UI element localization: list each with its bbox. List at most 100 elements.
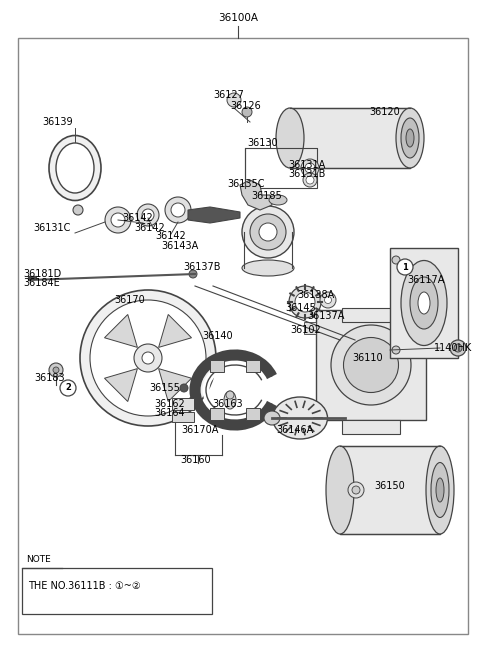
Circle shape [142, 352, 154, 364]
Ellipse shape [250, 214, 286, 250]
Circle shape [305, 163, 315, 173]
Circle shape [60, 380, 76, 396]
Ellipse shape [320, 292, 336, 308]
Text: 36135C: 36135C [227, 179, 265, 189]
Ellipse shape [410, 277, 438, 329]
Circle shape [80, 290, 216, 426]
Circle shape [137, 204, 159, 226]
Ellipse shape [49, 136, 101, 201]
Text: 36150: 36150 [374, 481, 406, 491]
Text: 36140: 36140 [203, 331, 233, 341]
Ellipse shape [264, 411, 280, 425]
Circle shape [348, 482, 364, 498]
Circle shape [180, 384, 188, 392]
Text: 36181D: 36181D [23, 269, 61, 279]
Polygon shape [240, 180, 272, 210]
Circle shape [111, 213, 125, 227]
Bar [316, 310, 426, 420]
Circle shape [352, 486, 360, 494]
Circle shape [227, 93, 241, 107]
Ellipse shape [406, 129, 414, 147]
Text: 36117A: 36117A [408, 275, 444, 285]
Ellipse shape [431, 462, 449, 518]
Text: 36183: 36183 [35, 373, 65, 383]
Bar [246, 408, 260, 420]
Ellipse shape [273, 397, 327, 439]
Text: 36155: 36155 [150, 383, 180, 393]
Ellipse shape [326, 446, 354, 534]
Ellipse shape [331, 325, 411, 405]
Ellipse shape [276, 108, 304, 168]
Ellipse shape [344, 337, 398, 392]
Text: NOTE: NOTE [26, 555, 51, 564]
Bar [172, 398, 194, 410]
Text: 36160: 36160 [180, 455, 211, 465]
Text: 36137A: 36137A [307, 311, 345, 321]
Ellipse shape [224, 391, 236, 409]
Ellipse shape [450, 340, 466, 356]
Text: 2: 2 [65, 384, 71, 392]
Circle shape [306, 176, 314, 184]
Ellipse shape [401, 118, 419, 158]
Text: 36146A: 36146A [276, 425, 313, 435]
Bar [172, 412, 194, 422]
Ellipse shape [426, 446, 454, 534]
Circle shape [392, 256, 400, 264]
Ellipse shape [418, 292, 430, 314]
Bar [342, 308, 400, 322]
Text: 36130: 36130 [248, 138, 278, 148]
Circle shape [171, 203, 185, 217]
Circle shape [53, 367, 59, 373]
Ellipse shape [242, 260, 294, 276]
Text: 36100A: 36100A [218, 13, 258, 23]
Circle shape [73, 205, 83, 215]
Text: 36185: 36185 [252, 191, 282, 201]
Ellipse shape [56, 143, 94, 193]
Ellipse shape [259, 223, 277, 241]
Text: 36170A: 36170A [181, 425, 219, 435]
Text: 36142: 36142 [134, 223, 166, 233]
Bar [342, 420, 400, 434]
Bar [245, 148, 317, 188]
Circle shape [303, 173, 317, 187]
Text: 36110: 36110 [353, 353, 384, 363]
Circle shape [90, 300, 206, 416]
Text: 36131A: 36131A [288, 160, 325, 170]
Circle shape [242, 107, 252, 117]
Circle shape [142, 209, 154, 221]
Bar [340, 446, 440, 534]
Ellipse shape [324, 297, 332, 304]
Circle shape [105, 207, 131, 233]
Circle shape [49, 363, 63, 377]
Bar [210, 408, 224, 420]
Circle shape [165, 197, 191, 223]
Circle shape [189, 270, 197, 278]
Polygon shape [158, 369, 192, 401]
Text: 36131C: 36131C [33, 223, 71, 233]
Text: 36162: 36162 [155, 399, 185, 409]
Text: 36164: 36164 [155, 408, 185, 418]
Bar [210, 359, 224, 372]
Polygon shape [188, 207, 240, 223]
Circle shape [134, 344, 162, 372]
Text: 36102: 36102 [290, 325, 322, 335]
Ellipse shape [436, 478, 444, 502]
Text: 36137B: 36137B [183, 262, 221, 272]
Bar [22, 568, 212, 614]
Circle shape [301, 159, 319, 177]
Ellipse shape [289, 286, 321, 318]
Text: 36139: 36139 [43, 117, 73, 127]
Circle shape [392, 346, 400, 354]
Circle shape [226, 391, 234, 399]
Text: 36145: 36145 [286, 303, 316, 313]
Circle shape [397, 259, 413, 275]
Text: 1: 1 [402, 262, 408, 272]
Text: 36120: 36120 [370, 107, 400, 117]
Bar [290, 108, 410, 168]
Text: 36170: 36170 [115, 295, 145, 305]
Circle shape [295, 292, 315, 312]
Ellipse shape [454, 344, 462, 352]
Bar [246, 359, 260, 372]
Text: 36142: 36142 [156, 231, 186, 241]
Text: 36126: 36126 [230, 101, 262, 111]
